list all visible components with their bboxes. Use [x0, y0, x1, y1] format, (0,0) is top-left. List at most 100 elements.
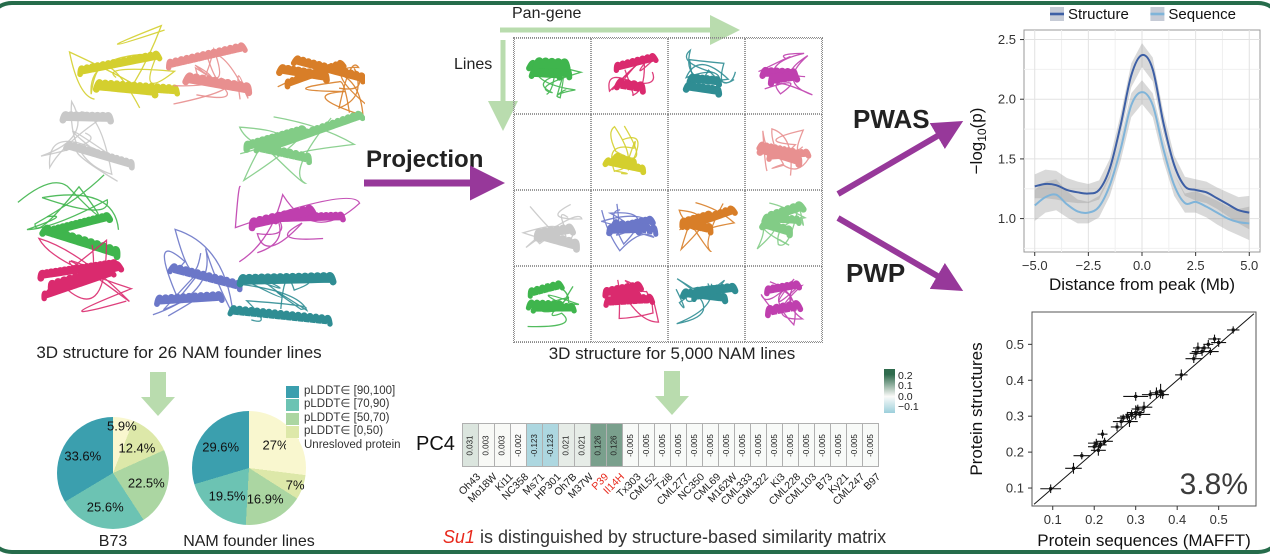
data-point	[1094, 441, 1098, 445]
plot-panel	[1023, 29, 1261, 253]
heatmap-cell-value: 0.031	[466, 434, 475, 456]
pie-slice-label: 22.5%	[127, 475, 165, 491]
data-point	[1196, 346, 1200, 350]
legend-label: pLDDT∈ [50,70)	[304, 411, 390, 424]
data-point	[1206, 342, 1210, 346]
pie-slice-label: 25.6%	[86, 499, 124, 515]
grid-cell	[591, 38, 668, 114]
y-tick-label: 2.5	[998, 32, 1016, 47]
heatmap-cell-value: -0.005	[722, 433, 731, 457]
legend-label: Unresloved protein	[304, 438, 401, 451]
data-point	[1101, 432, 1105, 436]
grid-cell	[745, 266, 822, 342]
heatmap-cell: -0.005	[814, 423, 831, 467]
pwas-line-chart: 1.0 1.5 2.0 2.5 −5.0 −2.5 0.0 2.5 5.0 Distance fr…	[967, 6, 1261, 294]
heatmap-cell-value: -0.005	[866, 433, 875, 457]
plddt-legend-item: pLDDT∈ [70,90)	[286, 398, 401, 412]
colorbar-tick-label: 0.2	[898, 369, 913, 382]
data-point	[1194, 351, 1198, 355]
grid-protein-structure	[677, 201, 738, 253]
legend-label: Structure	[1068, 6, 1129, 23]
data-point	[1192, 357, 1196, 361]
grid-protein-structure	[675, 278, 738, 325]
heatmap-cell: -0.005	[734, 423, 751, 467]
heatmap-cell: -0.005	[718, 423, 735, 467]
heatmap-cell-value: -0.005	[690, 433, 699, 457]
data-point	[1138, 412, 1142, 416]
heatmap-cell: 0.126	[590, 423, 607, 467]
identity-line	[1033, 313, 1255, 505]
heatmap-cell-value: 0.126	[610, 434, 619, 456]
plddt-legend-item: pLDDT∈ [0,50)	[286, 425, 401, 438]
heatmap-cell-value: -0.005	[642, 433, 651, 457]
su1-caption-text: is distinguished by structure-based simi…	[474, 527, 887, 547]
protein-salmon	[165, 42, 253, 105]
data-point	[1125, 414, 1129, 418]
y-tick-label: 0.4	[1006, 373, 1024, 388]
grid-protein	[757, 52, 813, 96]
grid-protein	[520, 203, 583, 253]
grid-protein	[600, 203, 658, 252]
data-point	[1217, 341, 1221, 345]
series-line-sequence	[1034, 91, 1250, 225]
legend-label: pLDDT∈ [90,100]	[304, 385, 396, 397]
pie-slice-label: 7%	[285, 477, 305, 493]
grid-protein	[755, 128, 811, 176]
grid-protein-structure	[755, 128, 811, 176]
heatmap-cell-value: -0.005	[818, 433, 827, 457]
x-axis-label: Distance from peak (Mb)	[1049, 275, 1235, 294]
lines-label: Lines	[454, 56, 493, 73]
founder-structures-illustration	[17, 24, 365, 327]
legend-label: Sequence	[1168, 6, 1236, 23]
grid-protein	[601, 279, 659, 323]
pie-slice-label: 16.9%	[246, 491, 284, 507]
data-point	[1049, 487, 1053, 491]
data-point	[1092, 445, 1096, 449]
legend-label: pLDDT∈ [0,50)	[304, 425, 384, 438]
x-tick-label: −5.0	[1022, 258, 1048, 273]
heatmap-cell: -0.005	[638, 423, 655, 467]
legend-swatch	[286, 439, 299, 452]
grid-protein	[525, 57, 583, 99]
pie-slice-label: 29.6%	[202, 439, 240, 455]
protein-yellow	[68, 24, 181, 109]
heatmap-cell: 0.003	[478, 423, 495, 467]
heatmap-cell: -0.005	[846, 423, 863, 467]
data-point	[1115, 425, 1119, 429]
grid-cell	[745, 38, 822, 114]
data-point	[1200, 350, 1204, 354]
heatmap-cell: 0.031	[462, 423, 479, 467]
grid-cell	[668, 114, 745, 190]
data-point	[1154, 391, 1158, 395]
pie-b73-caption: B73	[98, 533, 128, 550]
pan-gene-label: Pan-gene	[512, 5, 582, 22]
grid-protein-structure	[601, 279, 659, 323]
data-point	[1103, 439, 1107, 443]
protein-crimson	[37, 237, 134, 313]
grid-cell	[514, 266, 591, 342]
grid-caption: 3D structure for 5,000 NAM lines	[548, 344, 796, 363]
grid-protein-structure	[525, 57, 583, 99]
plot-panel	[1031, 311, 1257, 507]
data-point	[1098, 443, 1102, 447]
su1-caption: Su1 is distinguished by structure-based …	[382, 527, 947, 548]
founder-caption: 3D structure for 26 NAM founder lines	[36, 343, 322, 362]
data-point	[1142, 405, 1146, 409]
x-tick-label: 2.5	[1187, 258, 1205, 273]
down-arrow-founders	[141, 372, 175, 416]
grid-protein-structure	[525, 280, 579, 328]
pwp-scatter-chart: 0.1 0.1 0.2 0.2 0.3 0.3 0.4 0.4 0.5 0.5 3.8% Protei…	[967, 311, 1257, 550]
heatmap-cell: -0.005	[654, 423, 671, 467]
confidence-band	[1034, 80, 1250, 241]
grid-protein-structure	[682, 48, 736, 98]
grid-protein-structure	[601, 125, 646, 176]
grid-cell	[668, 38, 745, 114]
legend-swatch	[286, 425, 299, 438]
data-point	[1231, 328, 1235, 332]
heatmap-cell-value: -0.005	[834, 433, 843, 457]
grid-cell	[668, 190, 745, 266]
grid-protein-structure	[757, 52, 813, 96]
heatmap-cell-value: -0.005	[850, 433, 859, 457]
plddt-legend: pLDDT∈ [90,100] pLDDT∈ [70,90) pLDDT∈ [50,…	[286, 385, 401, 452]
